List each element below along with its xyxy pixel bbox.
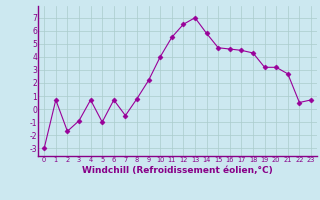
X-axis label: Windchill (Refroidissement éolien,°C): Windchill (Refroidissement éolien,°C) [82, 166, 273, 175]
